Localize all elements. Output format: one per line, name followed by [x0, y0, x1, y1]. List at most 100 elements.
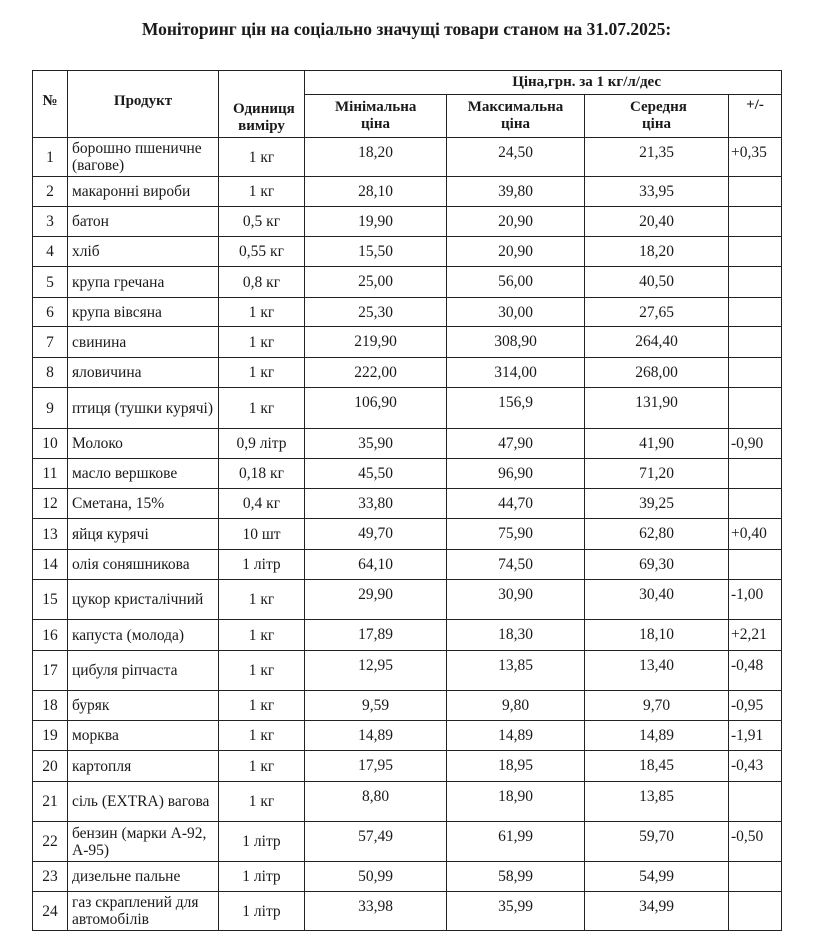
- max-price: 156,9: [446, 387, 585, 429]
- table-row: 14 олія соняшникова 1 літр 64,10 74,50 69,30: [32, 549, 783, 580]
- unit: 0,8 кг: [218, 266, 305, 298]
- table-row: 12 Сметана, 15% 0,4 кг 33,80 44,70 39,25: [32, 488, 783, 519]
- unit: 0,55 кг: [218, 236, 305, 267]
- price-change: [727, 326, 783, 358]
- avg-price: 13,40: [584, 650, 729, 691]
- price-change: -0,95: [727, 690, 783, 721]
- avg-price: 9,70: [584, 690, 729, 721]
- row-number: 3: [32, 206, 68, 237]
- unit: 1 кг: [218, 750, 305, 782]
- header-num: №: [32, 70, 68, 138]
- avg-price: 41,90: [584, 428, 729, 459]
- unit: 1 кг: [218, 357, 305, 388]
- product-name: хліб: [67, 236, 219, 267]
- unit: 1 кг: [218, 176, 305, 207]
- min-price: 33,80: [304, 488, 447, 519]
- unit: 1 літр: [218, 891, 305, 931]
- price-change: [727, 266, 783, 298]
- min-price: 50,99: [304, 861, 447, 892]
- unit: 0,9 літр: [218, 428, 305, 459]
- product-name: макаронні вироби: [67, 176, 219, 207]
- product-name: Сметана, 15%: [67, 488, 219, 519]
- min-price: 45,50: [304, 458, 447, 489]
- price-change: [727, 549, 783, 580]
- unit: 1 кг: [218, 720, 305, 751]
- unit: 1 літр: [218, 549, 305, 580]
- row-number: 19: [32, 720, 68, 751]
- price-change: +0,40: [727, 518, 783, 550]
- price-change: [727, 488, 783, 519]
- min-price: 49,70: [304, 518, 447, 550]
- product-name: борошно пшеничне (вагове): [67, 137, 219, 177]
- avg-price: 34,99: [584, 891, 729, 931]
- max-price: 20,90: [446, 236, 585, 267]
- row-number: 14: [32, 549, 68, 580]
- table-row: 9 птиця (тушки курячі) 1 кг 106,90 156,9 131,…: [32, 387, 783, 429]
- price-change: -1,00: [727, 579, 783, 620]
- table-row: 22 бензин (марки А-92, А-95) 1 літр 57,49 61…: [32, 821, 783, 862]
- max-price: 58,99: [446, 861, 585, 892]
- price-change: +2,21: [727, 619, 783, 651]
- row-number: 24: [32, 891, 68, 931]
- min-price: 222,00: [304, 357, 447, 388]
- table-row: 23 дизельне пальне 1 літр 50,99 58,99 54,99: [32, 861, 783, 892]
- min-price: 17,95: [304, 750, 447, 782]
- max-price: 74,50: [446, 549, 585, 580]
- row-number: 16: [32, 619, 68, 651]
- avg-price: 264,40: [584, 326, 729, 358]
- product-name: капуста (молода): [67, 619, 219, 651]
- max-price: 14,89: [446, 720, 585, 751]
- table-row: 18 буряк 1 кг 9,59 9,80 9,70 -0,95: [32, 690, 783, 721]
- unit: 1 кг: [218, 690, 305, 721]
- product-name: яйця курячі: [67, 518, 219, 550]
- price-change: [727, 297, 783, 327]
- row-number: 22: [32, 821, 68, 862]
- unit: 1 кг: [218, 297, 305, 327]
- max-price: 18,90: [446, 781, 585, 822]
- max-price: 13,85: [446, 650, 585, 691]
- table-row: 13 яйця курячі 10 шт 49,70 75,90 62,80 +0,40: [32, 518, 783, 550]
- header-product: Продукт: [67, 70, 219, 138]
- max-price: 18,30: [446, 619, 585, 651]
- avg-price: 131,90: [584, 387, 729, 429]
- unit: 1 літр: [218, 821, 305, 862]
- row-number: 17: [32, 650, 68, 691]
- min-price: 57,49: [304, 821, 447, 862]
- table-row: 20 картопля 1 кг 17,95 18,95 18,45 -0,43: [32, 750, 783, 782]
- table-row: 8 яловичина 1 кг 222,00 314,00 268,00: [32, 357, 783, 388]
- min-price: 64,10: [304, 549, 447, 580]
- table-row: 4 хліб 0,55 кг 15,50 20,90 18,20: [32, 236, 783, 267]
- max-price: 96,90: [446, 458, 585, 489]
- min-price: 19,90: [304, 206, 447, 237]
- row-number: 18: [32, 690, 68, 721]
- avg-price: 18,20: [584, 236, 729, 267]
- product-name: картопля: [67, 750, 219, 782]
- row-number: 20: [32, 750, 68, 782]
- max-price: 47,90: [446, 428, 585, 459]
- min-price: 14,89: [304, 720, 447, 751]
- table-row: 5 крупа гречана 0,8 кг 25,00 56,00 40,50: [32, 266, 783, 298]
- price-change: [727, 206, 783, 237]
- min-price: 106,90: [304, 387, 447, 429]
- min-price: 17,89: [304, 619, 447, 651]
- header-unit: Одиниця виміру: [218, 70, 305, 138]
- min-price: 18,20: [304, 137, 447, 177]
- avg-price: 27,65: [584, 297, 729, 327]
- product-name: цукор кристалічний: [67, 579, 219, 620]
- row-number: 23: [32, 861, 68, 892]
- product-name: крупа вівсяна: [67, 297, 219, 327]
- min-price: 219,90: [304, 326, 447, 358]
- table-row: 16 капуста (молода) 1 кг 17,89 18,30 18,10 +2,…: [32, 619, 783, 651]
- row-number: 11: [32, 458, 68, 489]
- product-name: сіль (EXTRA) вагова: [67, 781, 219, 822]
- max-price: 44,70: [446, 488, 585, 519]
- price-change: [727, 861, 783, 892]
- avg-price: 268,00: [584, 357, 729, 388]
- avg-price: 21,35: [584, 137, 729, 177]
- max-price: 35,99: [446, 891, 585, 931]
- product-name: крупа гречана: [67, 266, 219, 298]
- price-table: № Продукт Одиниця виміру Ціна,грн. за 1 …: [32, 70, 783, 931]
- unit: 1 кг: [218, 387, 305, 429]
- price-change: [727, 357, 783, 388]
- price-change: -0,90: [727, 428, 783, 459]
